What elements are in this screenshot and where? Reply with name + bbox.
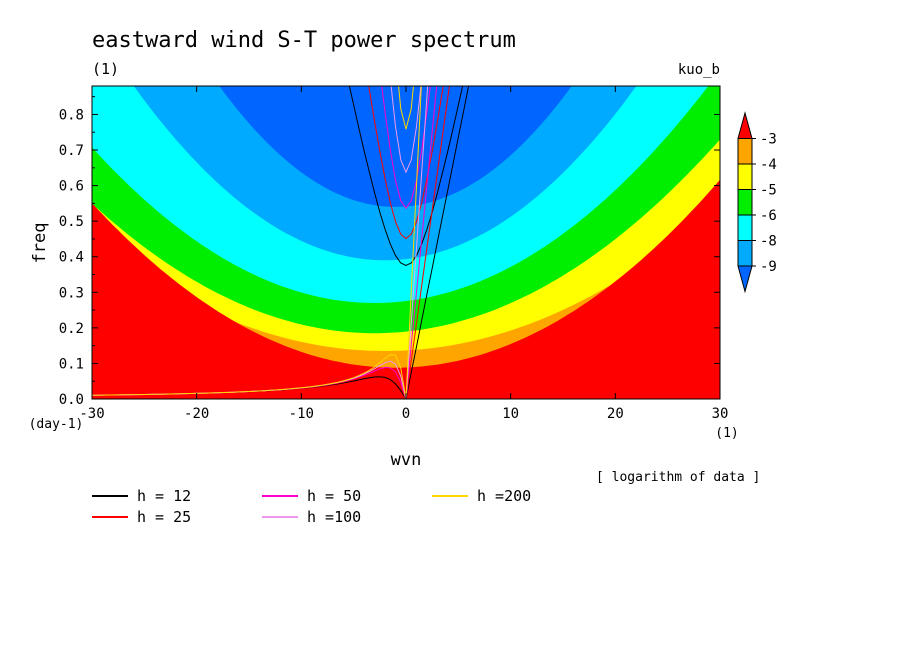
colorbar-label: -4 [760, 157, 777, 173]
gravity-curve-h12 [348, 86, 464, 267]
y-tick-label: 0.1 [59, 356, 84, 372]
x-tick-label: -10 [289, 406, 314, 422]
gravity-curve-h200 [398, 86, 414, 130]
contour-band-6 [92, 179, 720, 399]
kelvin-curve-h200 [405, 86, 422, 399]
colorbar-swatch [737, 240, 753, 267]
kelvin-curve-h50 [405, 86, 438, 399]
y-tick-label: 0.6 [59, 179, 84, 195]
gravity-curve-h100 [390, 86, 422, 174]
colorbar-label: -9 [760, 259, 777, 275]
kelvin-curve-h25 [405, 86, 450, 399]
x-tick-label: 0 [402, 406, 410, 422]
y-tick-label: 0.7 [59, 143, 84, 159]
x-tick-label: 20 [607, 406, 624, 422]
y-tick-label: 0.5 [59, 214, 84, 230]
colorbar-label: -5 [760, 183, 777, 199]
y-tick-label: 0.2 [59, 321, 84, 337]
contour-fills [92, 86, 720, 399]
x-axis: -30 -20 -10 0 10 20 30 [79, 86, 728, 422]
colorbar-label: -8 [760, 234, 777, 250]
y-tick-label: 0.8 [59, 107, 84, 123]
y-axis: 0.0 0.1 0.2 0.3 0.4 0.5 0.6 0.7 0.8 [59, 96, 720, 408]
colorbar-top-arrow [737, 111, 753, 139]
chart-subtitle-right: kuo_b [678, 62, 720, 78]
chart-title: eastward wind S-T power spectrum [92, 28, 516, 53]
kelvin-curve-h12 [405, 86, 470, 399]
legend-label: h = 25 [137, 508, 191, 526]
colorbar-swatch [737, 214, 753, 241]
colorbar-bottom-arrow [737, 265, 753, 294]
x-tick-label: 10 [502, 406, 519, 422]
x-tick-label: -20 [184, 406, 209, 422]
chart-subtitle-left: (1) [92, 60, 119, 78]
y-tick-label: 0.3 [59, 285, 84, 301]
legend-label: h =200 [477, 487, 531, 505]
data-note: [ logarithm of data ] [596, 470, 760, 485]
colorbar-label: -6 [760, 208, 777, 224]
y-tick-label: 0.4 [59, 250, 84, 266]
x-axis-unit: (1) [715, 426, 738, 441]
kelvin-curve-h100 [405, 86, 429, 399]
x-tick-label: 30 [712, 406, 729, 422]
colorbar-swatch [737, 138, 753, 165]
legend-label: h = 12 [137, 487, 191, 505]
dispersion-curves [92, 86, 470, 399]
colorbar-label: -3 [760, 132, 777, 148]
legend-label: h =100 [307, 508, 361, 526]
legend-label: h = 50 [307, 487, 361, 505]
y-tick-label: 0.0 [59, 392, 84, 408]
rossby-curve-h200 [92, 354, 407, 399]
gravity-curve-h50 [381, 86, 431, 210]
x-axis-label: wvn [391, 450, 422, 470]
colorbar-swatch [737, 189, 753, 216]
gravity-curve-h25 [368, 86, 444, 240]
colorbar: -3 -4 -5 -6 -8 -9 [737, 111, 777, 294]
y-axis-unit: (day-1) [29, 417, 84, 432]
y-axis-label: freq [30, 223, 50, 264]
colorbar-swatch [737, 163, 753, 190]
x-tick-label: -30 [79, 406, 104, 422]
legend: h = 12 h = 25 h = 50 h =100 h =200 [92, 487, 531, 526]
